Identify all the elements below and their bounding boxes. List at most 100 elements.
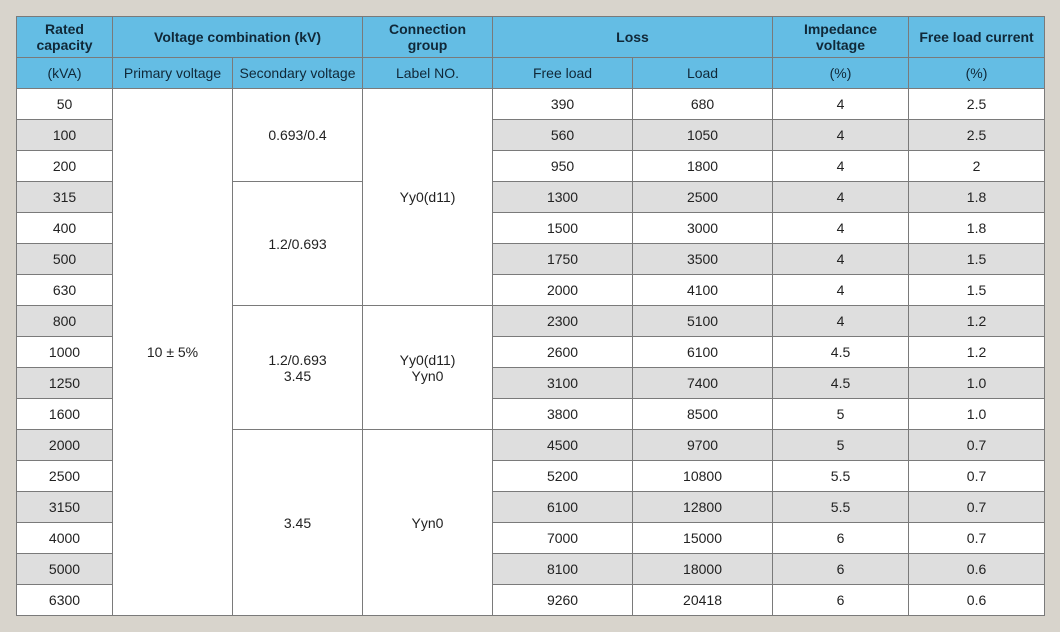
cell-impedance: 4.5 [773, 337, 909, 368]
cell-load: 9700 [633, 430, 773, 461]
cell-load: 4100 [633, 275, 773, 306]
cell-free-load: 4500 [493, 430, 633, 461]
cell-capacity: 500 [17, 244, 113, 275]
hdr-loss: Loss [493, 17, 773, 58]
cell-load: 5100 [633, 306, 773, 337]
cell-free-load: 2300 [493, 306, 633, 337]
cell-primary-voltage: 10 ± 5% [113, 89, 233, 616]
cell-free-load: 6100 [493, 492, 633, 523]
cell-impedance: 6 [773, 523, 909, 554]
cell-free-load: 3100 [493, 368, 633, 399]
cell-impedance: 5.5 [773, 492, 909, 523]
cell-capacity: 2500 [17, 461, 113, 492]
cell-free-current: 1.2 [909, 337, 1045, 368]
cell-free-current: 0.7 [909, 523, 1045, 554]
cell-load: 15000 [633, 523, 773, 554]
cell-impedance: 4 [773, 244, 909, 275]
cell-free-load: 2000 [493, 275, 633, 306]
hdr-voltage-combination: Voltage combination (kV) [113, 17, 363, 58]
cell-load: 680 [633, 89, 773, 120]
cell-capacity: 1600 [17, 399, 113, 430]
cell-impedance: 5 [773, 430, 909, 461]
cell-free-current: 2.5 [909, 120, 1045, 151]
cell-load: 20418 [633, 585, 773, 616]
cell-secondary-voltage: 3.45 [233, 430, 363, 616]
cell-free-current: 0.6 [909, 585, 1045, 616]
cell-impedance: 4 [773, 213, 909, 244]
hdr-connection-group: Connection group [363, 17, 493, 58]
spec-table: Rated capacity Voltage combination (kV) … [16, 16, 1045, 616]
cell-free-current: 2 [909, 151, 1045, 182]
cell-capacity: 3150 [17, 492, 113, 523]
cell-load: 12800 [633, 492, 773, 523]
hdr-impedance: Impedance voltage [773, 17, 909, 58]
cell-secondary-voltage: 0.693/0.4 [233, 89, 363, 182]
cell-impedance: 4 [773, 306, 909, 337]
hdr-impedance-pct: (%) [773, 58, 909, 89]
cell-connection-group: Yy0(d11)Yyn0 [363, 306, 493, 430]
cell-free-load: 9260 [493, 585, 633, 616]
cell-free-current: 1.5 [909, 244, 1045, 275]
cell-capacity: 4000 [17, 523, 113, 554]
cell-free-load: 1300 [493, 182, 633, 213]
hdr-free-current-pct: (%) [909, 58, 1045, 89]
hdr-label-no: Label NO. [363, 58, 493, 89]
cell-impedance: 4 [773, 151, 909, 182]
cell-free-load: 3800 [493, 399, 633, 430]
hdr-primary-voltage: Primary voltage [113, 58, 233, 89]
cell-free-current: 0.7 [909, 461, 1045, 492]
cell-free-load: 5200 [493, 461, 633, 492]
cell-load: 2500 [633, 182, 773, 213]
table-body: 5010 ± 5%0.693/0.4Yy0(d11)39068042.51005… [17, 89, 1045, 616]
table-row: 5010 ± 5%0.693/0.4Yy0(d11)39068042.5 [17, 89, 1045, 120]
cell-impedance: 6 [773, 554, 909, 585]
cell-load: 6100 [633, 337, 773, 368]
cell-load: 3000 [633, 213, 773, 244]
cell-impedance: 5.5 [773, 461, 909, 492]
cell-load: 7400 [633, 368, 773, 399]
cell-capacity: 100 [17, 120, 113, 151]
cell-connection-group: Yyn0 [363, 430, 493, 616]
cell-capacity: 800 [17, 306, 113, 337]
cell-load: 1800 [633, 151, 773, 182]
cell-free-load: 7000 [493, 523, 633, 554]
cell-load: 8500 [633, 399, 773, 430]
cell-free-current: 1.8 [909, 182, 1045, 213]
cell-impedance: 4 [773, 120, 909, 151]
hdr-free-load-current: Free load current [909, 17, 1045, 58]
cell-free-current: 1.2 [909, 306, 1045, 337]
cell-free-load: 950 [493, 151, 633, 182]
cell-free-current: 1.8 [909, 213, 1045, 244]
cell-free-load: 390 [493, 89, 633, 120]
cell-free-current: 0.7 [909, 492, 1045, 523]
cell-capacity: 50 [17, 89, 113, 120]
cell-free-load: 560 [493, 120, 633, 151]
hdr-kva: (kVA) [17, 58, 113, 89]
cell-impedance: 4 [773, 89, 909, 120]
cell-load: 1050 [633, 120, 773, 151]
cell-capacity: 6300 [17, 585, 113, 616]
table-header: Rated capacity Voltage combination (kV) … [17, 17, 1045, 89]
hdr-free-load: Free load [493, 58, 633, 89]
cell-load: 18000 [633, 554, 773, 585]
cell-free-current: 0.7 [909, 430, 1045, 461]
cell-capacity: 200 [17, 151, 113, 182]
cell-capacity: 1250 [17, 368, 113, 399]
cell-capacity: 400 [17, 213, 113, 244]
cell-free-load: 2600 [493, 337, 633, 368]
hdr-secondary-voltage: Secondary voltage [233, 58, 363, 89]
cell-free-current: 1.0 [909, 368, 1045, 399]
cell-secondary-voltage: 1.2/0.6933.45 [233, 306, 363, 430]
cell-impedance: 4.5 [773, 368, 909, 399]
cell-free-current: 1.5 [909, 275, 1045, 306]
cell-free-load: 1750 [493, 244, 633, 275]
cell-load: 10800 [633, 461, 773, 492]
hdr-load: Load [633, 58, 773, 89]
cell-connection-group: Yy0(d11) [363, 89, 493, 306]
hdr-capacity: Rated capacity [17, 17, 113, 58]
cell-impedance: 6 [773, 585, 909, 616]
cell-capacity: 630 [17, 275, 113, 306]
cell-capacity: 2000 [17, 430, 113, 461]
cell-free-current: 2.5 [909, 89, 1045, 120]
cell-capacity: 315 [17, 182, 113, 213]
